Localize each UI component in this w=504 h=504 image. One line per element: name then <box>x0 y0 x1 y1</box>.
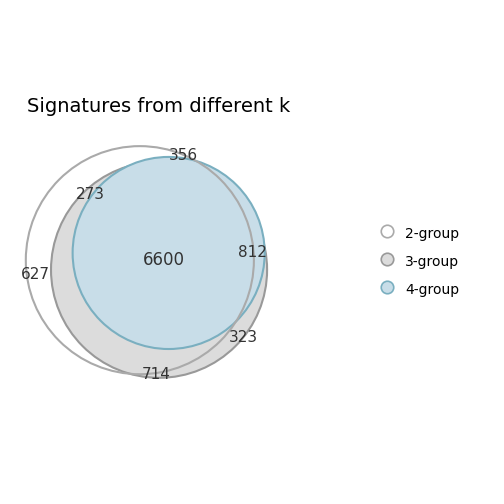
Circle shape <box>51 162 267 378</box>
Text: 323: 323 <box>228 330 258 345</box>
Circle shape <box>73 157 265 349</box>
Title: Signatures from different k: Signatures from different k <box>27 97 291 116</box>
Text: 356: 356 <box>168 148 198 163</box>
Text: 273: 273 <box>76 186 105 202</box>
Text: 714: 714 <box>142 367 171 382</box>
Text: 6600: 6600 <box>143 251 185 269</box>
Text: 812: 812 <box>238 245 267 261</box>
Text: 627: 627 <box>21 267 50 282</box>
Legend: 2-group, 3-group, 4-group: 2-group, 3-group, 4-group <box>373 218 467 305</box>
